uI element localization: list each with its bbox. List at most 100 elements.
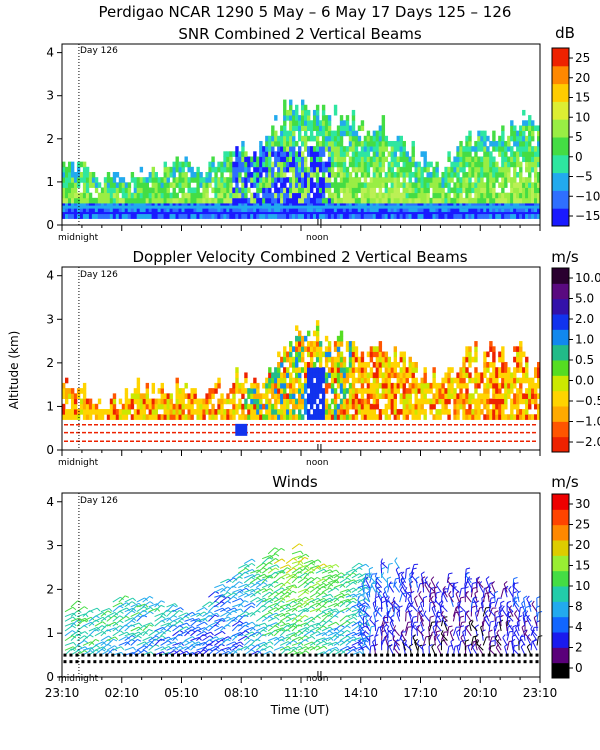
calm-marker: [242, 660, 246, 664]
velocity-cell: [196, 398, 200, 405]
snr-cell: [348, 146, 353, 152]
wind-barb: [375, 607, 380, 617]
wind-barb-flag: [83, 625, 88, 629]
velocity-cell: [82, 403, 87, 410]
snr-cell: [301, 120, 305, 126]
velocity-cell: [468, 361, 472, 368]
snr-cell: [528, 120, 532, 126]
snr-cell: [363, 182, 368, 188]
velocity-cell: [175, 398, 179, 405]
velocity-cell: [468, 398, 472, 405]
velocity-cell: [516, 361, 520, 368]
wind-barb: [202, 611, 211, 617]
snr-cell: [336, 171, 341, 178]
velocity-cell: [136, 409, 141, 415]
wind-barb: [273, 558, 283, 564]
wind-barb-flag: [95, 638, 100, 642]
snr-cell: [283, 156, 287, 163]
wind-barb: [297, 607, 307, 613]
snr-cell: [157, 213, 161, 219]
velocity-cell: [327, 409, 332, 415]
snr-cell: [232, 192, 236, 199]
calm-marker: [93, 653, 97, 657]
snr-cell: [336, 125, 341, 132]
velocity-cell: [220, 414, 224, 420]
snr-cell: [151, 177, 156, 183]
velocity-cell: [196, 403, 200, 410]
snr-cell: [187, 177, 191, 183]
snr-cell: [190, 171, 194, 178]
velocity-cell: [286, 382, 290, 389]
calm-marker: [296, 660, 300, 664]
wind-barb: [94, 625, 103, 632]
snr-cell: [250, 197, 254, 204]
wind-barb-flag: [251, 558, 256, 563]
snr-cell: [318, 140, 323, 147]
velocity-cell: [468, 393, 472, 399]
snr-cell: [247, 187, 251, 194]
snr-cell: [238, 213, 242, 219]
snr-cell: [366, 146, 371, 152]
velocity-cell: [504, 372, 508, 379]
velocity-cell: [118, 398, 123, 405]
snr-cell: [196, 182, 200, 188]
wind-barb: [261, 645, 271, 651]
wind-barb-flag: [358, 610, 362, 615]
snr-cell: [447, 151, 451, 157]
velocity-cell: [504, 388, 508, 394]
y-tick-label: 2: [46, 132, 54, 146]
snr-cell: [271, 197, 275, 204]
snr-cell: [360, 166, 365, 173]
snr-cell: [241, 187, 245, 194]
snr-cell: [330, 208, 335, 214]
calm-marker: [147, 653, 151, 657]
snr-cell: [312, 146, 317, 152]
velocity-cell: [277, 367, 281, 373]
velocity-cell: [64, 388, 69, 394]
snr-cell: [519, 171, 523, 178]
velocity-cell: [402, 361, 406, 368]
snr-cell: [256, 161, 260, 168]
velocity-cell: [429, 398, 433, 405]
snr-cell: [492, 166, 496, 173]
velocity-cell: [444, 372, 448, 379]
velocity-cell: [184, 403, 188, 410]
snr-cell: [193, 208, 197, 214]
wind-barb: [100, 639, 109, 646]
snr-cell: [393, 156, 397, 163]
snr-cell: [79, 197, 84, 204]
wind-barb: [375, 627, 380, 636]
velocity-cell: [354, 351, 359, 358]
velocity-cell: [298, 351, 302, 358]
velocity-cell: [318, 414, 323, 420]
velocity-cell: [64, 409, 69, 415]
snr-cell: [280, 171, 284, 178]
snr-cell: [106, 197, 111, 204]
calm-marker: [332, 653, 336, 657]
velocity-cell: [214, 414, 218, 420]
snr-cell: [468, 151, 472, 157]
velocity-cell: [390, 367, 395, 373]
wind-barb: [303, 641, 313, 646]
snr-cell: [303, 187, 308, 194]
snr-cell: [79, 192, 84, 199]
velocity-cell: [324, 382, 329, 389]
snr-cell: [303, 125, 308, 132]
velocity-cell: [94, 409, 99, 415]
snr-cell: [301, 115, 305, 121]
calm-marker: [380, 653, 384, 657]
snr-cell: [426, 192, 430, 199]
velocity-cell: [232, 409, 236, 415]
colorbar-label: −1.0: [575, 415, 600, 429]
wind-barb-flag: [72, 606, 77, 611]
snr-cell: [402, 146, 406, 152]
velocity-cell: [456, 409, 460, 415]
snr-cell: [462, 161, 466, 168]
snr-cell: [351, 177, 356, 183]
snr-cell: [393, 197, 397, 204]
velocity-cell: [244, 388, 248, 394]
wind-barb-flag: [244, 600, 249, 603]
snr-cell: [423, 187, 427, 194]
velocity-cell: [408, 388, 412, 394]
wind-barb-flag: [251, 602, 256, 606]
